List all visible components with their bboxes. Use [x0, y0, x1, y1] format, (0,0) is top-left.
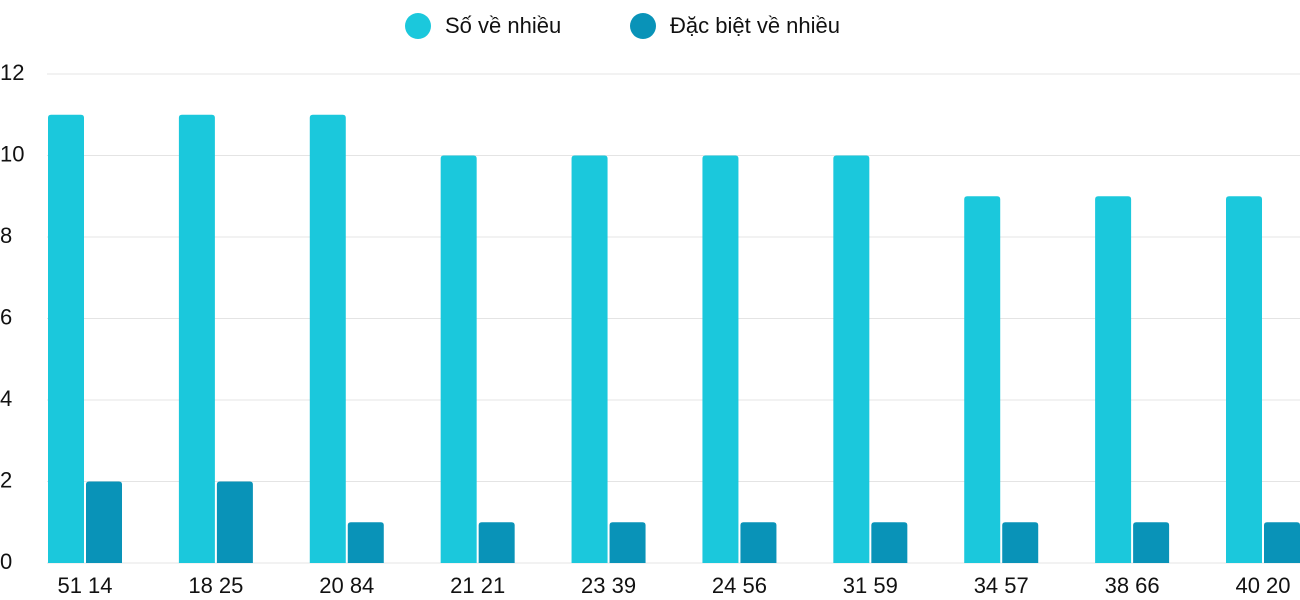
bar: [833, 155, 870, 563]
bar: [86, 481, 122, 563]
bar: [48, 114, 84, 563]
bar: [478, 522, 515, 563]
bar: [1133, 522, 1170, 563]
x-tick-label: 20 84: [319, 573, 374, 598]
bar: [178, 114, 215, 563]
y-tick-label: 10: [0, 141, 24, 166]
x-tick-label: 40 20: [1235, 573, 1290, 598]
legend-label: Số về nhiều: [445, 13, 561, 38]
bar: [571, 155, 608, 563]
y-tick-label: 8: [0, 223, 12, 248]
bar: [216, 481, 253, 563]
x-tick-label: 38 66: [1105, 573, 1160, 598]
legend-label: Đặc biệt về nhiều: [670, 13, 840, 38]
y-tick-label: 6: [0, 304, 12, 329]
x-tick-label: 21 21: [450, 573, 505, 598]
bar: [871, 522, 908, 563]
bar: [964, 196, 1001, 563]
legend-marker: [630, 13, 656, 39]
y-tick-label: 0: [0, 549, 12, 574]
x-tick-label: 24 56: [712, 573, 767, 598]
x-tick-label: 34 57: [974, 573, 1029, 598]
bar: [1095, 196, 1132, 563]
bar: [702, 155, 739, 563]
bar: [609, 522, 646, 563]
x-tick-label: 18 25: [188, 573, 243, 598]
x-tick-label: 31 59: [843, 573, 898, 598]
bar: [740, 522, 777, 563]
x-tick-label: 23 39: [581, 573, 636, 598]
bar: [309, 114, 346, 563]
bar: [1226, 196, 1262, 563]
bar: [1264, 522, 1300, 563]
y-tick-label: 4: [0, 386, 12, 411]
y-tick-label: 12: [0, 60, 24, 85]
y-tick-label: 2: [0, 467, 12, 492]
x-tick-label: 51 14: [57, 573, 112, 598]
legend-marker: [405, 13, 431, 39]
bar: [347, 522, 384, 563]
bar: [440, 155, 477, 563]
bar: [1002, 522, 1039, 563]
